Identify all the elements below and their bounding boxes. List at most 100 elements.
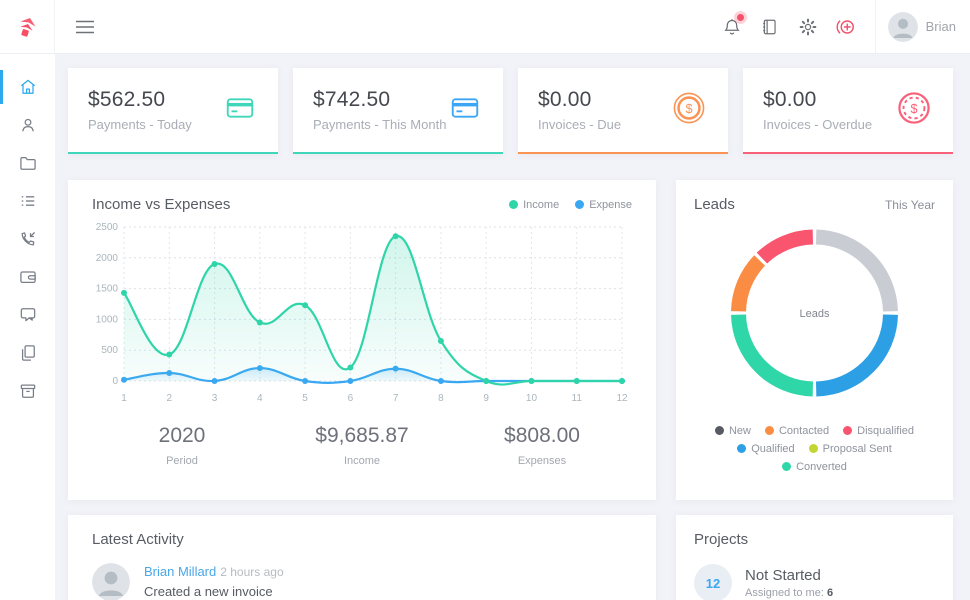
legend-item-expense[interactable]: Expense — [575, 199, 632, 211]
sidebar-item-wallet[interactable] — [0, 258, 55, 296]
y-tick-label: 2000 — [96, 253, 119, 264]
bottom-row: Latest Activity Brian Millard 2 hours ago… — [68, 515, 953, 600]
logo-icon — [20, 17, 36, 37]
donut-segment-qualified[interactable] — [815, 314, 898, 397]
pages-icon — [21, 345, 35, 361]
notification-badge — [736, 13, 744, 21]
sidebar-item-archive[interactable] — [0, 372, 55, 410]
sidebar-item-folders[interactable] — [0, 144, 55, 182]
svg-text:$: $ — [685, 101, 692, 115]
activity-user-link[interactable]: Brian Millard — [144, 564, 217, 579]
income-point[interactable] — [392, 233, 399, 240]
legend-dot — [808, 444, 818, 453]
avatar-image — [887, 11, 918, 42]
sidebar-item-contacts[interactable] — [0, 106, 55, 144]
income-point[interactable] — [166, 351, 173, 358]
menu-toggle-button[interactable] — [67, 0, 103, 53]
quick-add-button[interactable] — [827, 0, 865, 54]
hamburger-icon — [76, 20, 94, 33]
donut-segment-converted[interactable] — [731, 314, 814, 397]
leads-legend-item-proposal-sent[interactable]: Proposal Sent — [808, 442, 892, 455]
sidebar — [0, 54, 55, 600]
income-point[interactable] — [437, 337, 444, 344]
income-dot — [509, 200, 519, 209]
legend-label: Qualified — [751, 442, 795, 455]
legend-label: Proposal Sent — [822, 442, 892, 455]
folder-icon — [19, 156, 36, 170]
bell-icon — [723, 18, 740, 34]
leads-legend-item-contacted[interactable]: Contacted — [764, 424, 830, 437]
sidebar-item-lists[interactable] — [0, 182, 55, 220]
stat-card-invoices-overdue[interactable]: $0.00 Invoices - Overdue $ — [743, 68, 953, 154]
donut-segment-disqualified[interactable] — [756, 229, 814, 264]
legend-item-income[interactable]: Income — [509, 199, 559, 211]
project-status-row[interactable]: 12 Not Started Assigned to me: 6 — [694, 564, 935, 600]
income-point[interactable] — [121, 289, 127, 296]
donut-segment-new[interactable] — [815, 229, 898, 312]
sidebar-item-documents[interactable] — [0, 334, 55, 372]
stat-card-payments-month[interactable]: $742.50 Payments - This Month — [293, 68, 503, 154]
home-icon — [20, 79, 35, 94]
income-point[interactable] — [483, 378, 490, 384]
income-point[interactable] — [573, 378, 580, 384]
income-point[interactable] — [619, 378, 625, 384]
project-status-label: Not Started — [745, 567, 821, 584]
journal-button[interactable] — [751, 0, 789, 54]
sidebar-item-messages[interactable] — [0, 296, 55, 334]
income-label: Income — [343, 455, 381, 467]
legend-label: Expense — [589, 198, 632, 211]
x-tick-label: 6 — [348, 393, 354, 404]
user-avatar — [887, 11, 918, 42]
legend-label: New — [728, 424, 751, 437]
legend-dot — [843, 426, 853, 435]
leads-legend: New Contacted Disqualified Qualified Proposa… — [694, 422, 935, 476]
leads-donut-chart[interactable]: Leads — [694, 213, 935, 415]
archive-box-icon — [20, 384, 35, 398]
project-count-badge: 12 — [694, 564, 732, 600]
settings-button[interactable] — [789, 0, 827, 54]
sidebar-item-home[interactable] — [0, 68, 55, 106]
chart-legend: Income Expense — [509, 199, 632, 211]
credit-card-icon — [447, 92, 483, 129]
user-menu[interactable]: Brian — [882, 0, 970, 54]
income-point[interactable] — [256, 319, 263, 326]
activity-avatar[interactable] — [92, 563, 130, 600]
stat-card-invoices-due[interactable]: $0.00 Invoices - Due $ — [518, 68, 728, 154]
income-point[interactable] — [211, 260, 218, 267]
legend-label: Income — [523, 198, 560, 211]
y-tick-label: 1500 — [96, 284, 119, 295]
donut-segment-contacted[interactable] — [731, 255, 766, 312]
leads-card: Leads This Year Leads New Contacted Disqua… — [676, 180, 953, 500]
stat-card-payments-today[interactable]: $562.50 Payments - Today — [68, 68, 278, 154]
assigned-value: 6 — [826, 587, 834, 599]
income-line — [122, 235, 624, 386]
stat-value: $742.50 — [313, 88, 391, 111]
user-name: Brian — [925, 19, 956, 34]
income-point[interactable] — [302, 302, 309, 309]
phone-incoming-icon — [21, 232, 35, 246]
legend-label: Contacted — [778, 424, 830, 437]
leads-legend-item-converted[interactable]: Converted — [782, 461, 847, 473]
leads-legend-item-disqualified[interactable]: Disqualified — [843, 425, 914, 437]
dollar-coin-icon: $ — [670, 89, 708, 132]
middle-row: Income vs Expenses Income Expense 0 500 10… — [68, 180, 953, 500]
leads-legend-item-new[interactable]: New — [714, 424, 751, 437]
stat-label: Invoices - Overdue — [763, 117, 873, 132]
stat-value: $562.50 — [88, 88, 166, 111]
activity-title: Latest Activity — [92, 531, 184, 548]
gear-icon — [799, 18, 816, 35]
sidebar-item-calls[interactable] — [0, 220, 55, 258]
projects-title: Projects — [694, 531, 749, 548]
notifications-button[interactable] — [713, 0, 751, 54]
activity-time: 2 hours ago — [220, 565, 284, 579]
y-tick-label: 1000 — [96, 314, 119, 325]
app-logo[interactable] — [0, 0, 55, 53]
wallet-icon — [19, 271, 36, 284]
income-point[interactable] — [347, 364, 354, 371]
income-point[interactable] — [528, 378, 535, 384]
chart-summary: 2020 Period $9,685.87 Income $808.00 Exp… — [92, 424, 632, 467]
legend-dot — [737, 444, 747, 453]
leads-legend-item-qualified[interactable]: Qualified — [737, 442, 795, 455]
main-content: $562.50 Payments - Today $742.50 Payment… — [55, 54, 970, 600]
